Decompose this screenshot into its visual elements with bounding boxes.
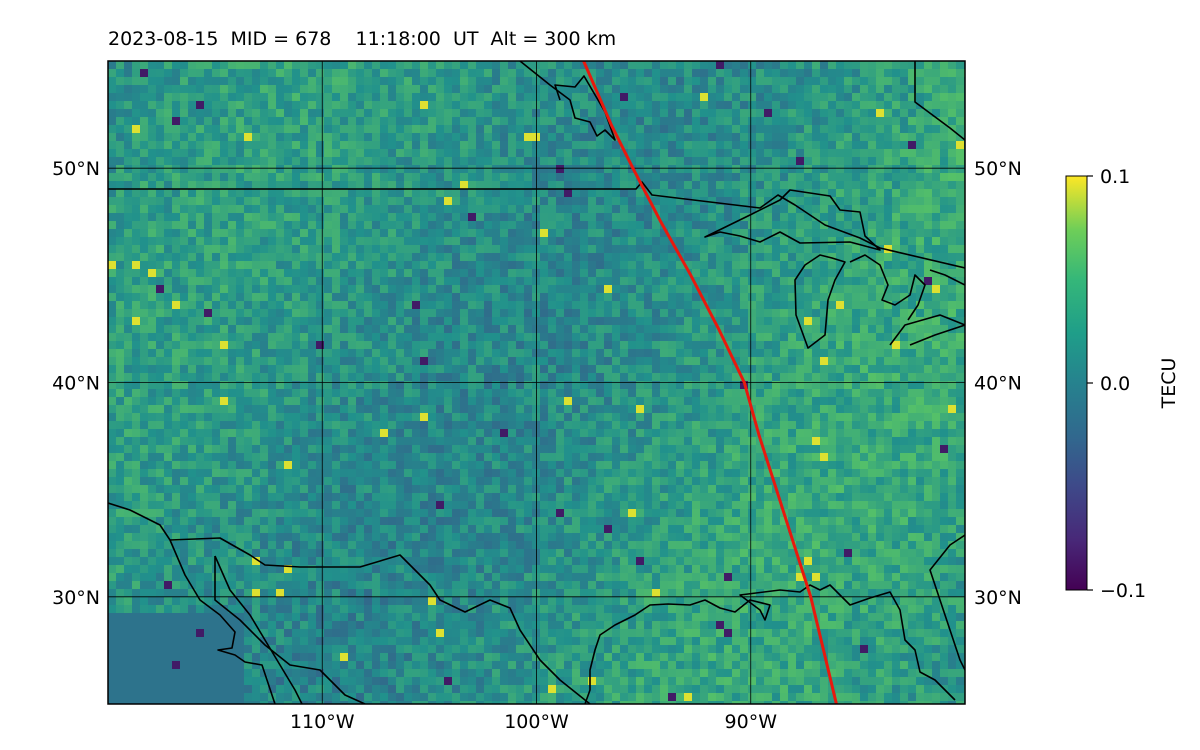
colorbar-tick-label-0: 0.1 bbox=[1100, 166, 1130, 188]
map-title: 2023-08-15 MID = 678 11:18:00 UT Alt = 3… bbox=[108, 28, 617, 50]
colorbar-ticks: 0.1 0.0 −0.1 bbox=[1087, 166, 1146, 602]
us-mexico-border bbox=[169, 537, 591, 704]
coast-pacific-baja bbox=[108, 502, 276, 704]
lat-tick-label-left-1: 40°N bbox=[52, 373, 100, 395]
colorbar-gradient bbox=[1065, 175, 1088, 591]
hudson-bay-coast bbox=[914, 61, 965, 141]
lake-erie bbox=[889, 314, 965, 346]
lon-tick-label-0: 110°W bbox=[290, 711, 355, 733]
lake-michigan bbox=[794, 254, 846, 349]
atlantic-coast bbox=[929, 534, 965, 671]
map-frame bbox=[107, 60, 966, 705]
tec-map-panel: 50°N 50°N 40°N 40°N 30°N 30°N 110°W 100°W 90°W bbox=[52, 60, 1022, 733]
lake-winnipeg bbox=[519, 61, 616, 141]
lat-tick-label-right-2: 30°N bbox=[974, 587, 1022, 609]
lat-tick-label-right-1: 40°N bbox=[974, 373, 1022, 395]
map-ticks: 50°N 50°N 40°N 40°N 30°N 30°N 110°W 100°W 90°W bbox=[52, 158, 1022, 733]
lake-superior bbox=[704, 189, 881, 251]
colorbar-tick-label-1: 0.0 bbox=[1100, 373, 1130, 395]
lat-tick-label-left-2: 30°N bbox=[52, 587, 100, 609]
lake-ontario bbox=[929, 269, 965, 286]
lake-huron bbox=[849, 254, 926, 321]
satellite-track bbox=[582, 61, 838, 704]
lat-tick-label-left-0: 50°N bbox=[52, 158, 100, 180]
colorbar: 0.1 0.0 −0.1 TECU bbox=[1065, 166, 1180, 602]
lon-tick-label-1: 100°W bbox=[504, 711, 569, 733]
colorbar-tick-label-2: −0.1 bbox=[1100, 580, 1146, 602]
baja-peninsula bbox=[214, 555, 303, 704]
lat-tick-label-right-0: 50°N bbox=[974, 158, 1022, 180]
gulf-coast bbox=[584, 584, 956, 704]
colorbar-label: TECU bbox=[1158, 358, 1180, 410]
tec-heatmap bbox=[108, 61, 965, 704]
map-gridlines bbox=[108, 61, 965, 704]
lon-tick-label-2: 90°W bbox=[725, 711, 778, 733]
gulf-of-california bbox=[214, 556, 366, 704]
